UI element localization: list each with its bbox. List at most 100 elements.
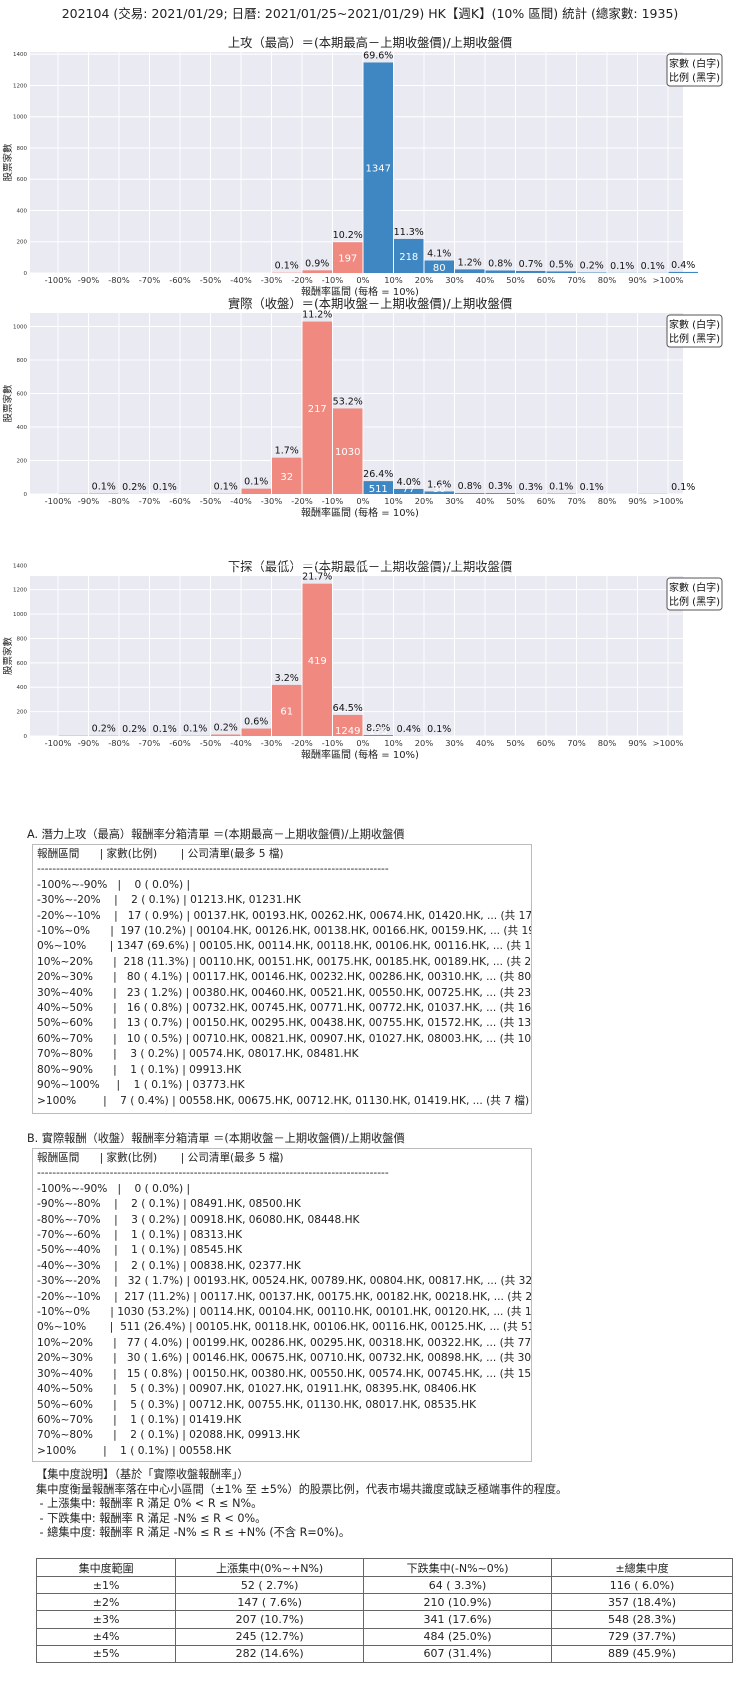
section-b-line: -70%~-60% | 1 ( 0.1%) | 08313.HK bbox=[37, 1229, 243, 1242]
bar-count-label: 511 bbox=[369, 484, 388, 495]
bar-count-label: 32 bbox=[280, 472, 293, 483]
bar-pct-label: 0.8% bbox=[488, 258, 512, 269]
plot-area bbox=[30, 52, 683, 273]
bar-pct-label: 0.4% bbox=[397, 724, 421, 735]
x-tick-label: 10% bbox=[384, 738, 403, 748]
y-tick-label: 1000 bbox=[13, 115, 27, 121]
x-tick-label: -10% bbox=[322, 275, 344, 285]
table-header-row: 集中度範圍 上漲集中(0%~+N%) 下跌集中(-N%~0%) ±總集中度 bbox=[35, 1558, 733, 1577]
x-tick-label: 40% bbox=[476, 738, 495, 748]
bar bbox=[485, 270, 515, 273]
section-b-line: 40%~50% | 5 ( 0.3%) | 00907.HK, 01027.HK… bbox=[37, 1383, 477, 1396]
bar-pct-label: 0.5% bbox=[549, 259, 573, 270]
legend-box bbox=[666, 577, 723, 611]
bar-pct-label: 0.4% bbox=[671, 260, 695, 271]
y-tick-label: 1200 bbox=[13, 83, 27, 89]
x-tick-label: -80% bbox=[108, 275, 130, 285]
x-tick-label: >100% bbox=[653, 275, 684, 285]
y-tick-label: 400 bbox=[17, 208, 28, 214]
y-tick-label: 600 bbox=[17, 661, 28, 667]
bar bbox=[241, 488, 271, 494]
table-cell: ±4% bbox=[35, 1627, 177, 1646]
section-a-line: 60%~70% | 10 ( 0.5%) | 00710.HK, 00821.H… bbox=[37, 1032, 532, 1045]
section-a-line: -10%~0% | 197 (10.2%) | 00104.HK, 00126.… bbox=[37, 925, 532, 938]
section-b-line: -80%~-70% | 3 ( 0.2%) | 00918.HK, 06080.… bbox=[37, 1213, 360, 1226]
y-tick-label: 600 bbox=[17, 392, 28, 398]
table-cell: 52 ( 2.7%) bbox=[175, 1575, 365, 1595]
bar-pct-label: 0.1% bbox=[580, 482, 604, 493]
legend-line-count: 家數 (白字) bbox=[669, 318, 720, 331]
x-tick-label: 60% bbox=[537, 496, 556, 506]
bar-pct-label: 8.9% bbox=[366, 723, 390, 734]
bar bbox=[211, 734, 241, 736]
bar bbox=[424, 491, 454, 494]
bar bbox=[363, 62, 393, 273]
x-tick-label: -50% bbox=[200, 275, 222, 285]
x-tick-label: -100% bbox=[45, 738, 72, 748]
x-tick-label: -90% bbox=[78, 275, 100, 285]
bar-count-label: 419 bbox=[308, 656, 327, 667]
bar bbox=[333, 714, 363, 736]
x-tick-label: 70% bbox=[567, 275, 586, 285]
bar-pct-label: 1.2% bbox=[458, 257, 482, 268]
chart-high: 上攻（最高）＝(本期最高－上期收盤價)/上期收盤價 0 200 400 600 800 10… bbox=[2, 35, 723, 297]
x-tick-label: 10% bbox=[384, 275, 403, 285]
section-a-line: 20%~30% | 80 ( 4.1%) | 00117.HK, 00146.H… bbox=[37, 971, 532, 984]
x-tick-label: -40% bbox=[230, 496, 252, 506]
bar-pct-label: 53.2% bbox=[333, 396, 363, 407]
table-cell: 210 (10.9%) bbox=[363, 1593, 552, 1612]
table-cell: 729 (37.7%) bbox=[551, 1627, 733, 1646]
x-tick-label: >100% bbox=[653, 738, 684, 748]
x-tick-label: 90% bbox=[628, 738, 647, 748]
bar-count-label: 80 bbox=[433, 263, 446, 274]
y-tick-label: 0 bbox=[24, 734, 28, 740]
legend-note: 家數 (白字)比例 (黑字) bbox=[666, 314, 723, 348]
section-b-line: 0%~10% | 511 (26.4%) | 00105.HK, 00118.H… bbox=[37, 1321, 532, 1334]
bar-pct-label: 21.7% bbox=[302, 572, 332, 583]
x-tick-label: 60% bbox=[537, 275, 556, 285]
x-tick-label: >100% bbox=[653, 496, 684, 506]
bar bbox=[272, 457, 302, 494]
section-a-list: 報酬區間 | 家數(比例) | 公司清單(最多 5 檔) ------------… bbox=[32, 844, 532, 1114]
legend-note: 家數 (白字)比例 (黑字) bbox=[666, 53, 723, 87]
section-b-line: -50%~-40% | 1 ( 0.1%) | 08545.HK bbox=[37, 1244, 243, 1257]
y-axis-label: 股票家數 bbox=[2, 384, 14, 423]
bar-pct-label: 26.4% bbox=[363, 469, 393, 480]
section-b-line: 50%~60% | 5 ( 0.3%) | 00712.HK, 00755.HK… bbox=[37, 1398, 477, 1411]
x-tick-label: 90% bbox=[628, 496, 647, 506]
y-tick-label: 1000 bbox=[13, 325, 27, 331]
bar-pct-label: 0.1% bbox=[549, 482, 573, 493]
y-tick-label: 800 bbox=[17, 358, 28, 364]
legend-note: 家數 (白字)比例 (黑字) bbox=[666, 577, 723, 611]
section-b-line: ----------------------------------------… bbox=[37, 1167, 389, 1180]
table-cell: 357 (18.4%) bbox=[551, 1593, 733, 1612]
concentration-note-line: - 總集中度: 報酬率 R 滿足 -N% ≤ R ≤ +N% (不含 R=0%)… bbox=[36, 1526, 351, 1539]
plot-area bbox=[30, 576, 683, 736]
table-header-cell: 上漲集中(0%~+N%) bbox=[175, 1558, 365, 1577]
y-tick-label: 1400 bbox=[13, 563, 27, 569]
x-tick-label: 80% bbox=[598, 738, 617, 748]
section-b-line: -90%~-80% | 2 ( 0.1%) | 08491.HK, 08500.… bbox=[37, 1198, 301, 1211]
table-cell: 245 (12.7%) bbox=[175, 1627, 365, 1646]
bar bbox=[302, 270, 332, 273]
table-cell: ±2% bbox=[35, 1593, 177, 1612]
bar bbox=[272, 684, 302, 736]
section-b-line: -20%~-10% | 217 (11.2%) | 00117.HK, 0013… bbox=[37, 1290, 532, 1303]
section-b-line: 20%~30% | 30 ( 1.6%) | 00146.HK, 00675.H… bbox=[37, 1352, 532, 1365]
bar-pct-label: 0.7% bbox=[519, 259, 543, 270]
bar bbox=[302, 321, 332, 494]
y-axis-label: 股票家數 bbox=[2, 637, 14, 676]
bar-pct-label: 1.6% bbox=[427, 479, 451, 490]
chart-title: 實際（收盤）＝(本期收盤－上期收盤價)/上期收盤價 bbox=[228, 296, 512, 311]
table-cell: 889 (45.9%) bbox=[551, 1644, 733, 1663]
legend-line-pct: 比例 (黑字) bbox=[669, 71, 720, 84]
y-tick-label: 200 bbox=[17, 459, 28, 465]
bar-pct-label: 0.1% bbox=[153, 482, 177, 493]
bar-pct-label: 0.1% bbox=[275, 261, 299, 272]
bar bbox=[485, 493, 515, 494]
table-row: ±3% 207 (10.7%) 341 (17.6%) 548 (28.3%) bbox=[35, 1610, 733, 1629]
x-tick-label: 80% bbox=[598, 275, 617, 285]
y-tick-label: 400 bbox=[17, 425, 28, 431]
x-tick-label: 70% bbox=[567, 496, 586, 506]
x-tick-label: -40% bbox=[230, 738, 252, 748]
